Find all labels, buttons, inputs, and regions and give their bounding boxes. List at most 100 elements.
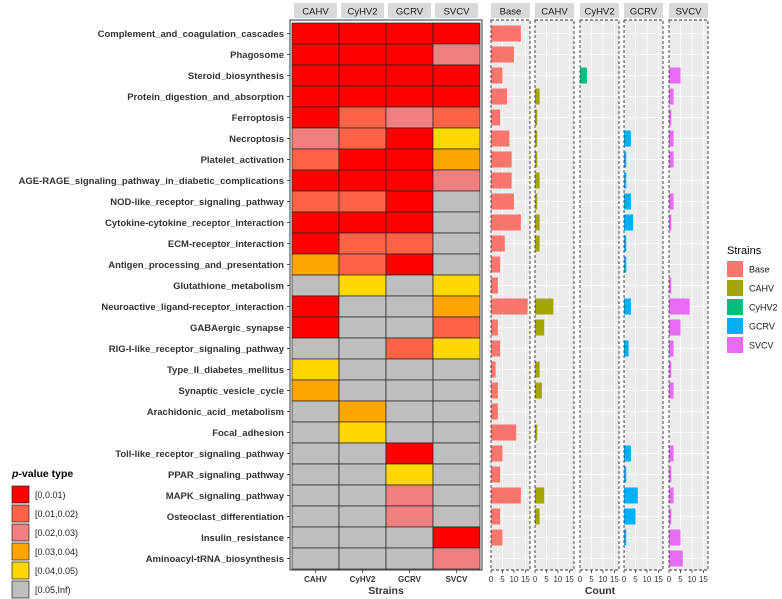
pathway-label: Synaptic_vesicle_cycle [178,386,284,397]
count-bar [491,361,496,378]
count-bar [535,319,545,336]
heatmap-cell [291,211,340,234]
pathway-label: Steroid_biosynthesis [188,71,284,82]
count-tick-label: 0 [489,575,494,584]
heatmap-cell [385,505,434,528]
heatmap-cell [291,85,340,108]
count-bar [535,214,540,231]
pathway-label: Protein_digestion_and_absorption [127,92,284,103]
heatmap-x-tick-label: SVCV [446,575,468,584]
count-bar [624,193,631,210]
heatmap-cell [338,148,387,171]
pathway-label: RIG-I-like_receptor_signaling_pathway [109,344,285,355]
heatmap-cell [432,253,481,276]
facet-strip-base [491,3,530,18]
count-bar [669,466,672,483]
count-bar [491,109,501,126]
count-tick-label: 10 [598,575,607,584]
count-bar [491,193,514,210]
pathway-label: Aminoacyl-tRNA_biosynthesis [146,554,284,565]
count-bar [491,277,498,294]
count-tick-label: 0 [667,575,672,584]
heatmap-cell [291,505,340,528]
count-bar [624,340,629,357]
count-bar [624,130,631,147]
count-bar [491,88,508,105]
heatmap-cell [291,547,340,570]
count-bar [669,340,674,357]
heatmap-cell [432,442,481,465]
heatmap-x-axis-title: Strains [368,585,404,597]
heatmap-cell [432,463,481,486]
heatmap-cell [338,211,387,234]
count-bar [624,529,627,546]
heatmap-cell [432,22,481,45]
count-bar [669,361,672,378]
heatmap-cell [338,274,387,297]
heatmap-cell [338,484,387,507]
heatmap-cell [385,337,434,360]
heatmap-cell [385,43,434,66]
heatmap-cell [338,463,387,486]
count-tick-label: 10 [553,575,562,584]
count-bar [535,508,540,525]
heatmap-cell [338,358,387,381]
heatmap-cell [338,232,387,255]
heatmap-cell [385,547,434,570]
heatmap-cell [385,22,434,45]
heatmap-cell [385,526,434,549]
heatmap-cell [385,148,434,171]
heatmap-cell [338,526,387,549]
heatmap-cell [291,463,340,486]
pvalue-legend-label: [0.03,0.04) [35,547,78,557]
count-bar [669,109,672,126]
count-bar [669,550,683,567]
count-tick-label: 0 [622,575,627,584]
heatmap-cell [338,43,387,66]
heatmap-cell [385,232,434,255]
strain-legend-label: GCRV [749,322,775,332]
pathway-label: Complement_and_coagulation_cascades [98,29,284,40]
count-tick-label: 15 [654,575,663,584]
pathway-label: Osteoclast_differentiation [167,512,284,523]
count-bar [669,151,674,168]
heatmap-cell [385,442,434,465]
heatmap-cell [338,295,387,318]
pathway-label: GABAergic_synapse [190,323,284,334]
heatmap-x-tick-label: CyHV2 [350,575,376,584]
heatmap-strip-cahv [294,3,337,18]
count-bar [669,298,690,315]
facet-strip-cahv [535,3,574,18]
heatmap-cell [432,400,481,423]
facet-border [623,19,664,571]
heatmap-cell [338,127,387,150]
heatmap-cell [291,127,340,150]
facet-strip-label: CAHV [541,7,568,18]
heatmap-cell [338,64,387,87]
count-bar [669,88,674,105]
count-bar [491,508,501,525]
pathway-label: Antigen_processing_and_presentation [108,260,284,271]
heatmap-x-tick-label: GCRV [398,575,422,584]
pathway-label: Phagosome [230,50,284,61]
pvalue-legend-title-rest: -value type [18,468,73,480]
pathway-label: NOD-like_receptor_signaling_pathway [110,197,284,208]
count-x-axis-title: Count [585,585,616,597]
count-tick-label: 10 [687,575,696,584]
heatmap-cell [432,295,481,318]
facet-border [534,19,575,571]
heatmap-cell [432,505,481,528]
count-bar [624,214,634,231]
count-bar [491,424,517,441]
heatmap-cell [291,400,340,423]
pvalue-legend-swatch [11,580,30,599]
count-bar [491,487,521,504]
strain-legend-title: Strains [727,245,762,257]
heatmap-cell [385,190,434,213]
count-tick-label: 15 [521,575,530,584]
count-bar [535,109,538,126]
heatmap-cell [291,526,340,549]
heatmap-cell [432,316,481,339]
count-bar [491,130,510,147]
pathway-label: Focal_adhesion [212,428,284,439]
